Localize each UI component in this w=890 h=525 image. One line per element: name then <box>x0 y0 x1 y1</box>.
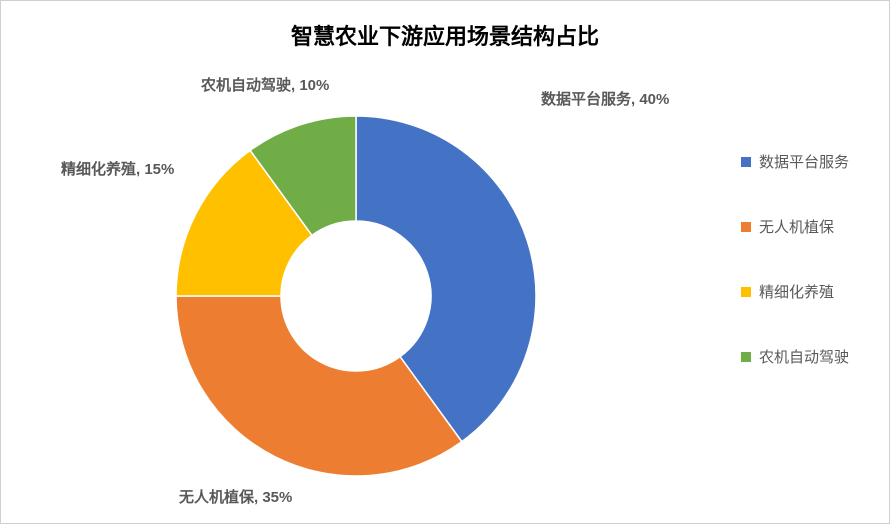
legend-label: 精细化养殖 <box>759 281 834 302</box>
data-label: 农机自动驾驶, 10% <box>201 74 329 95</box>
legend-label: 无人机植保 <box>759 216 834 237</box>
legend: 数据平台服务无人机植保精细化养殖农机自动驾驶 <box>741 151 849 367</box>
legend-item: 无人机植保 <box>741 216 849 237</box>
legend-item: 精细化养殖 <box>741 281 849 302</box>
legend-label: 数据平台服务 <box>759 151 849 172</box>
legend-item: 农机自动驾驶 <box>741 346 849 367</box>
legend-item: 数据平台服务 <box>741 151 849 172</box>
legend-swatch <box>741 157 751 167</box>
data-label: 无人机植保, 35% <box>179 486 292 507</box>
legend-swatch <box>741 352 751 362</box>
legend-swatch <box>741 222 751 232</box>
legend-swatch <box>741 287 751 297</box>
legend-label: 农机自动驾驶 <box>759 346 849 367</box>
slice-无人机植保 <box>176 296 462 476</box>
data-label: 精细化养殖, 15% <box>61 158 174 179</box>
chart-container: 智慧农业下游应用场景结构占比 数据平台服务无人机植保精细化养殖农机自动驾驶 数据… <box>0 0 890 524</box>
data-label: 数据平台服务, 40% <box>541 88 669 109</box>
